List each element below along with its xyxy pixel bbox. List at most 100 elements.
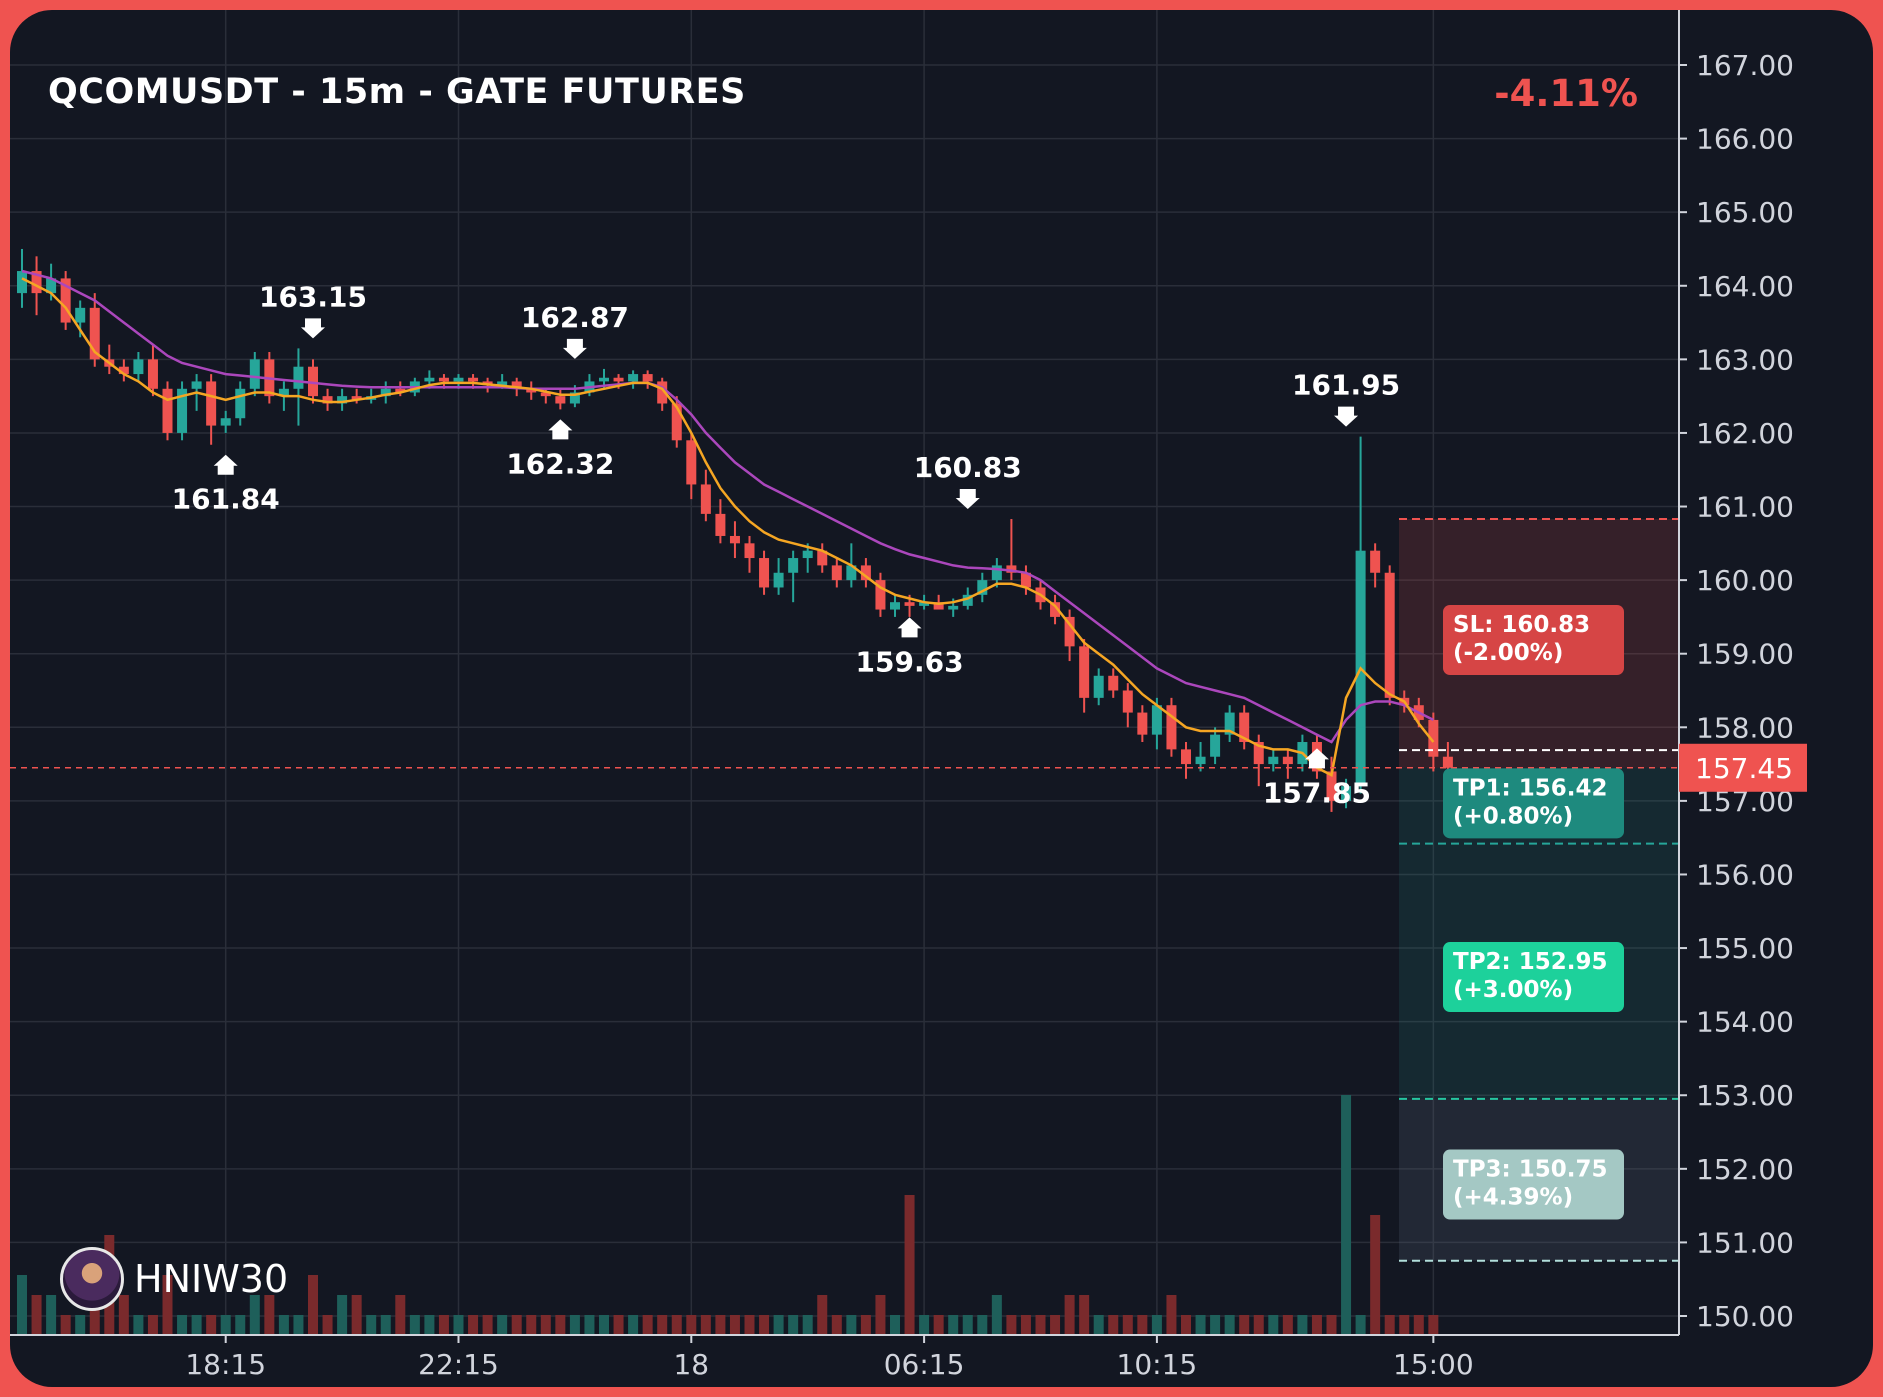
candle-body	[249, 359, 260, 389]
volume-bar	[1370, 1215, 1381, 1335]
candle-body	[1341, 786, 1352, 801]
candle-body	[1108, 675, 1119, 691]
candle-body	[1253, 742, 1264, 765]
candle-body	[671, 403, 682, 441]
volume-bar	[1195, 1315, 1206, 1335]
volume-bar	[438, 1315, 449, 1335]
volume-bar	[875, 1295, 886, 1335]
volume-bar	[264, 1295, 275, 1335]
volume-bar	[613, 1315, 624, 1335]
price-tick-label: 164.00	[1696, 270, 1794, 303]
candle-body	[700, 484, 711, 514]
price-annotation: 161.84	[172, 454, 280, 516]
candle-body	[220, 418, 231, 426]
tp1-label-box-bg	[1443, 768, 1624, 839]
price-axis: 150.00 151.00 152.00 153.00 154.00 155.00 156.…	[1678, 10, 1807, 1335]
price-tick-label: 154.00	[1696, 1006, 1794, 1039]
candle-body	[1137, 712, 1148, 735]
tp3-label-box-pct: (+4.39%)	[1453, 1185, 1573, 1211]
volume-bar	[540, 1315, 551, 1335]
tp2-label-box-bg	[1443, 942, 1624, 1013]
volume-bar	[453, 1315, 464, 1335]
time-tick-label: 18	[673, 1348, 709, 1381]
ema-slow-line	[21, 269, 1434, 744]
volume-bar	[1311, 1315, 1322, 1335]
candle-body	[729, 535, 740, 544]
volume-bar	[1064, 1295, 1075, 1335]
volume-bar	[671, 1315, 682, 1335]
time-tick-label: 18:15	[185, 1348, 266, 1381]
volume-bar	[1282, 1315, 1293, 1335]
candle-body	[322, 396, 333, 404]
down-arrow-icon	[301, 318, 325, 339]
volume-bar	[1268, 1315, 1279, 1335]
candle-body	[206, 381, 217, 426]
candle-body	[744, 543, 755, 559]
candle-body	[60, 278, 71, 323]
volume-bar	[17, 1275, 27, 1335]
volume-bar	[933, 1315, 944, 1335]
price-tick-label: 167.00	[1696, 49, 1794, 82]
volume-bar	[686, 1315, 697, 1335]
volume-bar	[1020, 1315, 1031, 1335]
volume-bar	[220, 1315, 231, 1335]
candlestick-chart[interactable]: SL: 160.83(-2.00%) TP1: 156.42(+0.80%) TP2…	[10, 10, 1873, 1387]
candle-body	[278, 388, 289, 397]
volume-bar	[1413, 1315, 1424, 1335]
candle-body	[1122, 690, 1133, 713]
candle-body	[1079, 646, 1090, 698]
candle-body	[817, 550, 828, 566]
price-tick-label: 160.00	[1696, 564, 1794, 597]
price-tick-label: 155.00	[1696, 932, 1794, 965]
volume-bar	[162, 1275, 173, 1335]
volume-bar	[1384, 1315, 1395, 1335]
candle-body	[351, 396, 362, 400]
price-tick-label: 156.00	[1696, 858, 1794, 891]
grid-lines	[10, 10, 1679, 1335]
volume-bar	[773, 1315, 784, 1335]
tp2-label-box: TP2: 152.95(+3.00%)	[1443, 942, 1624, 1013]
candle-body	[1428, 719, 1439, 757]
price-tick-label: 151.00	[1696, 1226, 1794, 1259]
candle-body	[1282, 756, 1293, 765]
candle-body	[1268, 756, 1279, 765]
volume-bar	[118, 1295, 129, 1335]
volume-bar	[147, 1315, 158, 1335]
volume-bars	[17, 1095, 1439, 1335]
volume-bar	[60, 1315, 71, 1335]
volume-bar	[1006, 1315, 1017, 1335]
volume-bar	[249, 1295, 260, 1335]
candle-body	[1195, 756, 1206, 765]
candle-body	[890, 602, 900, 610]
volume-bar	[526, 1315, 537, 1335]
price-tick-label: 159.00	[1696, 638, 1794, 671]
username: HNIW30	[134, 1257, 289, 1301]
volume-bar	[831, 1315, 842, 1335]
time-axis: 18:15 22:15 18 06:15 10:15 15:00	[10, 1334, 1679, 1381]
annotation-label: 161.95	[1292, 369, 1400, 402]
annotation-label: 160.83	[914, 451, 1022, 484]
price-annotation: 163.15	[259, 280, 367, 339]
price-tick-label: 153.00	[1696, 1079, 1794, 1112]
ema-fast-line	[21, 277, 1435, 777]
candle-body	[133, 359, 144, 375]
candle-body	[526, 388, 537, 393]
candle-body	[1166, 705, 1177, 750]
volume-bar	[1399, 1315, 1410, 1335]
volume-bar	[1326, 1315, 1337, 1335]
volume-bar	[351, 1295, 362, 1335]
volume-bar	[1166, 1295, 1177, 1335]
volume-bar	[1341, 1095, 1352, 1335]
candle-body	[977, 580, 988, 595]
candle-body	[46, 278, 57, 294]
tp2-label-box-pct: (+3.00%)	[1453, 977, 1573, 1003]
annotation-label: 159.63	[856, 645, 964, 678]
candle-body	[162, 388, 173, 433]
volume-bar	[962, 1315, 973, 1335]
volume-bar	[1108, 1315, 1119, 1335]
time-tick-label: 22:15	[418, 1348, 499, 1381]
price-tick-label: 150.00	[1696, 1300, 1794, 1333]
volume-bar	[366, 1315, 377, 1335]
volume-bar	[977, 1315, 988, 1335]
volume-bar	[133, 1315, 144, 1335]
